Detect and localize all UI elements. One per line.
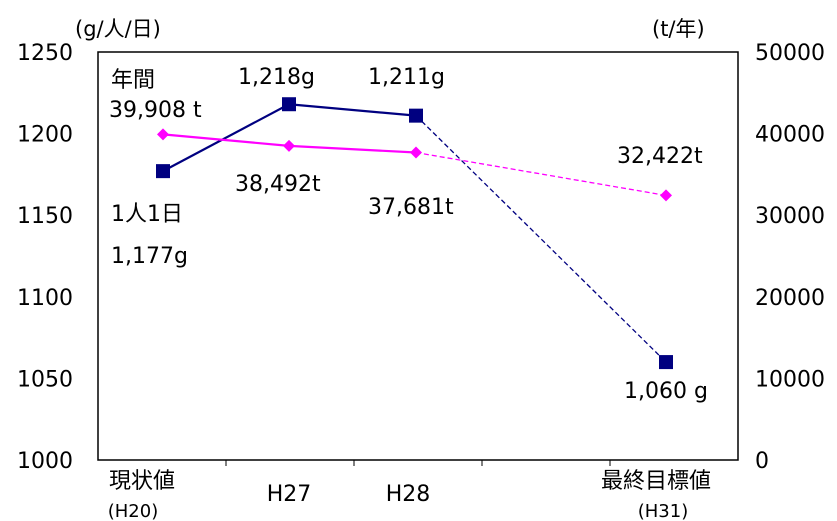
- left-axis-unit: (g/人/日): [75, 17, 161, 41]
- annual-point-3: [660, 189, 672, 202]
- annual-label-3: 32,422t: [617, 144, 703, 169]
- left-tick-label-5: 1250: [17, 41, 73, 66]
- annual-label-2: 37,681t: [368, 195, 454, 220]
- left-tick-label-0: 1000: [17, 449, 73, 474]
- per_person-segment-1: [288, 103, 417, 117]
- per-person-label-2: 1,211g: [368, 65, 445, 90]
- x-label-1: H27: [267, 482, 312, 507]
- left-tick-label-2: 1100: [17, 286, 73, 311]
- per-person-head-label: 1人1日: [111, 202, 183, 227]
- x-axis-ticks: [225, 460, 611, 466]
- left-tick-label-3: 1150: [17, 204, 73, 229]
- annual-point-0: [157, 128, 169, 141]
- right-axis-ticks: 0 10000 20000 30000 40000 50000: [755, 41, 825, 474]
- right-tick-label-5: 50000: [755, 41, 825, 66]
- annual-segment-0: [162, 133, 290, 148]
- per-person-label-3: 1,060 g: [624, 379, 708, 404]
- right-tick-label-4: 40000: [755, 123, 825, 148]
- x-label-0: 現状値: [109, 469, 175, 494]
- annual-label-1: 38,492t: [235, 172, 321, 197]
- x-sublabel-0: (H20): [108, 501, 158, 521]
- annual-point-2: [410, 146, 422, 159]
- x-label-2: H28: [386, 482, 431, 507]
- left-axis-ticks: 1000 1050 1100 1150 1200 1250: [17, 41, 73, 474]
- right-tick-label-2: 20000: [755, 286, 825, 311]
- annual-segment-1: [288, 144, 417, 154]
- per-person-label-0: 1,177g: [111, 244, 188, 269]
- per_person-segment-2: [415, 115, 667, 363]
- annual-segment-2: [415, 151, 667, 197]
- x-label-3: 最終目標値: [601, 469, 711, 494]
- left-tick-label-4: 1200: [17, 123, 73, 148]
- right-tick-label-3: 30000: [755, 204, 825, 229]
- series-lines: [162, 103, 667, 363]
- right-tick-label-0: 0: [755, 449, 769, 474]
- per_person-point-2: [409, 108, 423, 123]
- per_person-point-0: [156, 164, 170, 179]
- annual-point-1: [283, 139, 295, 152]
- right-tick-label-1: 10000: [755, 367, 825, 392]
- per_person-segment-0: [162, 103, 290, 173]
- right-axis-unit: (t/年): [652, 17, 705, 41]
- annual-label-0: 39,908 t: [109, 98, 202, 123]
- x-sublabel-3: (H31): [638, 501, 688, 521]
- annual-head-label: 年間: [111, 68, 155, 93]
- series-markers: [156, 97, 673, 370]
- left-tick-label-1: 1050: [17, 367, 73, 392]
- per_person-point-3: [659, 355, 673, 370]
- per-person-label-1: 1,218g: [238, 65, 315, 90]
- per_person-point-1: [282, 97, 296, 112]
